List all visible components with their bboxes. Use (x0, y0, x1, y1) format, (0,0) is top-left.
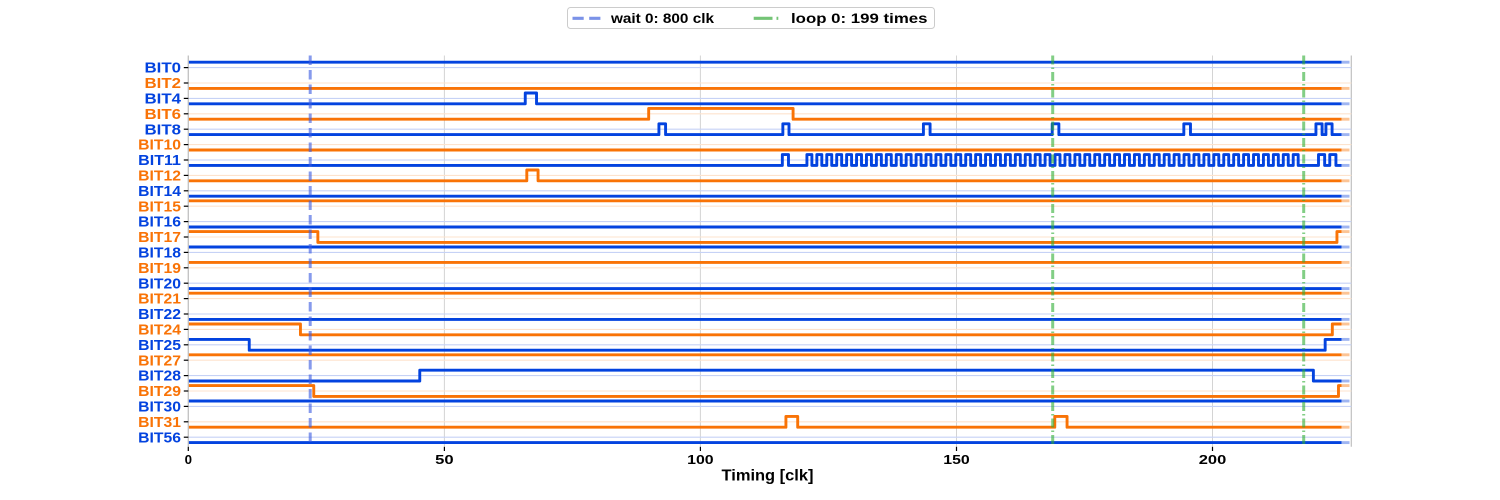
svg-text:BIT21: BIT21 (138, 292, 181, 308)
svg-text:BIT10: BIT10 (138, 138, 181, 154)
svg-text:BIT56: BIT56 (138, 430, 181, 446)
svg-text:BIT27: BIT27 (138, 353, 181, 369)
svg-text:BIT25: BIT25 (138, 338, 181, 354)
svg-text:200: 200 (1199, 452, 1227, 467)
svg-text:BIT2: BIT2 (145, 76, 182, 92)
svg-text:BIT20: BIT20 (138, 276, 181, 292)
svg-text:BIT11: BIT11 (138, 153, 181, 169)
svg-text:BIT28: BIT28 (138, 369, 181, 385)
svg-text:BIT4: BIT4 (145, 92, 183, 108)
svg-text:BIT18: BIT18 (138, 246, 181, 262)
svg-text:BIT8: BIT8 (145, 122, 182, 138)
svg-text:0: 0 (185, 452, 192, 467)
svg-text:Timing [clk]: Timing [clk] (722, 467, 814, 484)
svg-text:BIT22: BIT22 (138, 307, 181, 323)
svg-text:BIT15: BIT15 (138, 199, 181, 215)
svg-text:BIT12: BIT12 (138, 169, 181, 185)
svg-text:BIT0: BIT0 (145, 61, 182, 77)
svg-text:BIT24: BIT24 (138, 323, 182, 339)
svg-text:BIT16: BIT16 (138, 215, 181, 231)
svg-text:BIT6: BIT6 (145, 107, 182, 123)
svg-text:BIT14: BIT14 (138, 184, 182, 200)
svg-text:100: 100 (687, 452, 714, 467)
svg-text:loop 0: 199 times: loop 0: 199 times (791, 10, 928, 26)
svg-text:50: 50 (435, 452, 454, 467)
svg-text:150: 150 (943, 452, 970, 467)
svg-text:wait 0: 800 clk: wait 0: 800 clk (610, 10, 714, 26)
svg-text:BIT30: BIT30 (138, 400, 181, 416)
svg-text:BIT29: BIT29 (138, 384, 181, 400)
svg-text:BIT17: BIT17 (138, 230, 181, 246)
svg-text:BIT31: BIT31 (138, 415, 181, 431)
svg-text:BIT19: BIT19 (138, 261, 181, 277)
